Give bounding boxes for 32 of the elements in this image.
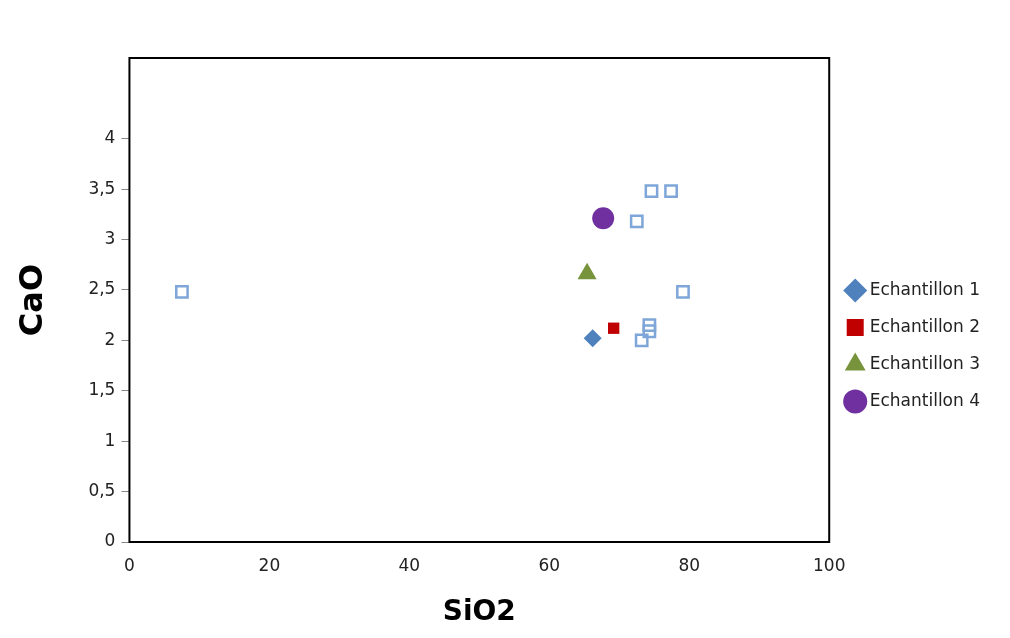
y-tick-label: 0 [104, 530, 116, 551]
legend-label: Echantillon 2 [869, 315, 981, 336]
y-tick-label: 3 [104, 227, 116, 248]
x-tick-label: 0 [124, 554, 135, 575]
legend-label: Echantillon 4 [869, 389, 981, 410]
y-tick-label: 2 [104, 328, 116, 349]
y-tick-label: 4 [104, 127, 116, 148]
x-tick-label: 100 [812, 554, 846, 575]
point [664, 184, 678, 199]
point [592, 207, 615, 230]
x-tick-label: 80 [678, 554, 701, 575]
y-tick-label: 1,5 [88, 379, 116, 400]
point [644, 184, 659, 199]
point [642, 318, 657, 333]
point [642, 324, 657, 339]
y-tick-label: 3,5 [88, 177, 116, 198]
x-tick-label: 20 [258, 554, 281, 575]
point [583, 329, 602, 348]
y-tick-label: 0,5 [88, 480, 116, 501]
point [608, 322, 620, 334]
point [629, 214, 644, 229]
point [634, 333, 649, 348]
x-tick-label: 40 [398, 554, 421, 575]
x-axis-title: SiO2 [442, 594, 516, 628]
point [175, 285, 189, 299]
legend-label: Echantillon 3 [869, 352, 981, 373]
y-axis-title: CaO [11, 263, 50, 337]
legend-label: Echantillon 1 [869, 278, 981, 299]
x-tick-label: 60 [538, 554, 561, 575]
y-tick-label: 1 [104, 429, 116, 450]
point [676, 285, 690, 299]
y-tick-label: 2,5 [88, 278, 116, 299]
